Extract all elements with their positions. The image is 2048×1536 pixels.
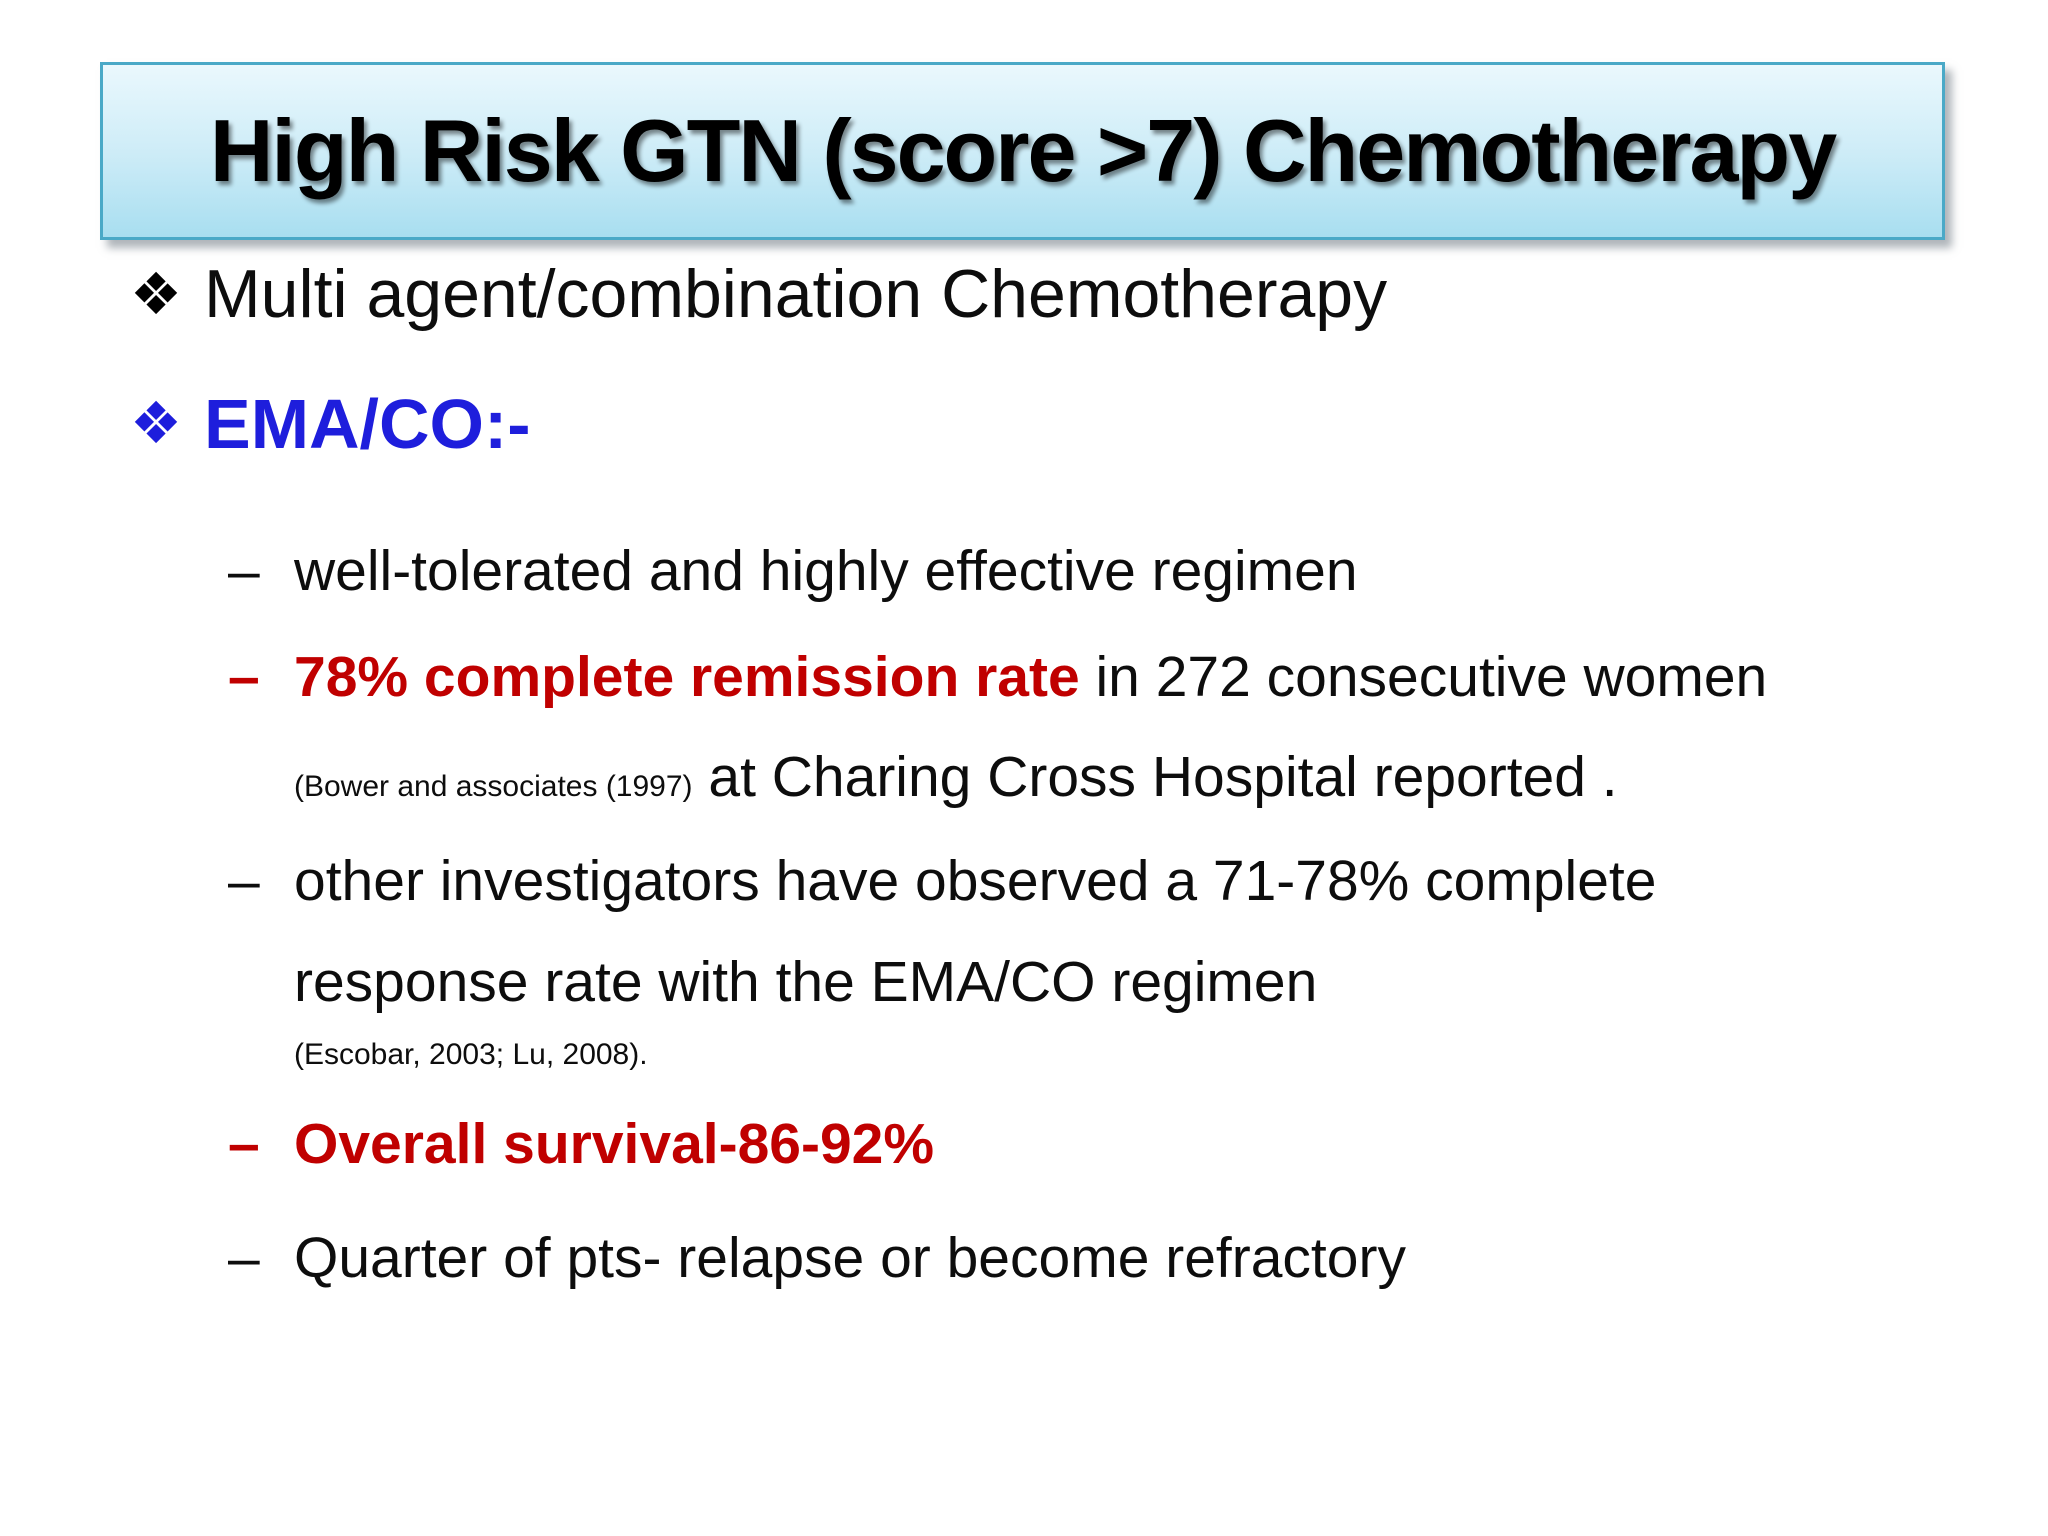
remission-rate-body: in 272 consecutive women bbox=[1079, 644, 1768, 709]
sub-bullet-quarter-relapse: – Quarter of pts- relapse or become refr… bbox=[130, 1208, 1962, 1308]
remission-rate-body-2: at Charing Cross Hospital reported . bbox=[692, 745, 1618, 810]
dash-bullet-icon: – bbox=[228, 849, 260, 914]
bullet-multi-agent: ❖ Multi agent/combination Chemotherapy bbox=[130, 252, 1962, 337]
sub-bullet-remission-rate: – 78% complete remission rate in 272 con… bbox=[130, 627, 1962, 828]
sub-bullet-well-tolerated: – well-tolerated and highly effective re… bbox=[130, 521, 1962, 621]
dash-bullet-icon: – bbox=[228, 1226, 260, 1291]
dash-bullet-icon: – bbox=[228, 1112, 260, 1177]
title-box: High Risk GTN (score >7) Chemotherapy bbox=[100, 62, 1945, 240]
bullet-multi-agent-text: Multi agent/combination Chemotherapy bbox=[204, 256, 1388, 332]
dash-bullet-icon: – bbox=[228, 644, 260, 709]
diamond-bullet-icon: ❖ bbox=[130, 389, 182, 457]
dash-bullet-icon: – bbox=[228, 538, 260, 603]
sub-bullet-other-investigators: – other investigators have observed a 71… bbox=[130, 831, 1962, 1076]
other-investigators-body: other investigators have observed a 71-7… bbox=[294, 849, 1657, 1014]
sub-bullet-other-investigators-text: other investigators have observed a 71-7… bbox=[294, 831, 1794, 1076]
diamond-bullet-icon: ❖ bbox=[130, 260, 182, 328]
sub-bullet-well-tolerated-text: well-tolerated and highly effective regi… bbox=[294, 538, 1358, 603]
sub-bullet-quarter-relapse-text: Quarter of pts- relapse or become refrac… bbox=[294, 1226, 1406, 1291]
bullet-emaco: ❖ EMA/CO:- bbox=[130, 381, 1962, 469]
page-title: High Risk GTN (score >7) Chemotherapy bbox=[209, 101, 1837, 200]
sub-bullet-overall-survival-text: Overall survival-86-92% bbox=[294, 1112, 935, 1177]
escobar-citation: (Escobar, 2003; Lu, 2008). bbox=[294, 1038, 648, 1072]
sub-bullet-overall-survival: – Overall survival-86-92% bbox=[130, 1094, 1962, 1194]
bullet-emaco-text: EMA/CO:- bbox=[204, 385, 531, 463]
remission-rate-highlight: 78% complete remission rate bbox=[294, 644, 1080, 709]
sub-bullet-remission-rate-text: 78% complete remission rate in 272 conse… bbox=[294, 627, 1774, 828]
slide-content: ❖ Multi agent/combination Chemotherapy ❖… bbox=[130, 252, 1962, 1309]
bower-citation: (Bower and associates (1997) bbox=[294, 770, 693, 804]
